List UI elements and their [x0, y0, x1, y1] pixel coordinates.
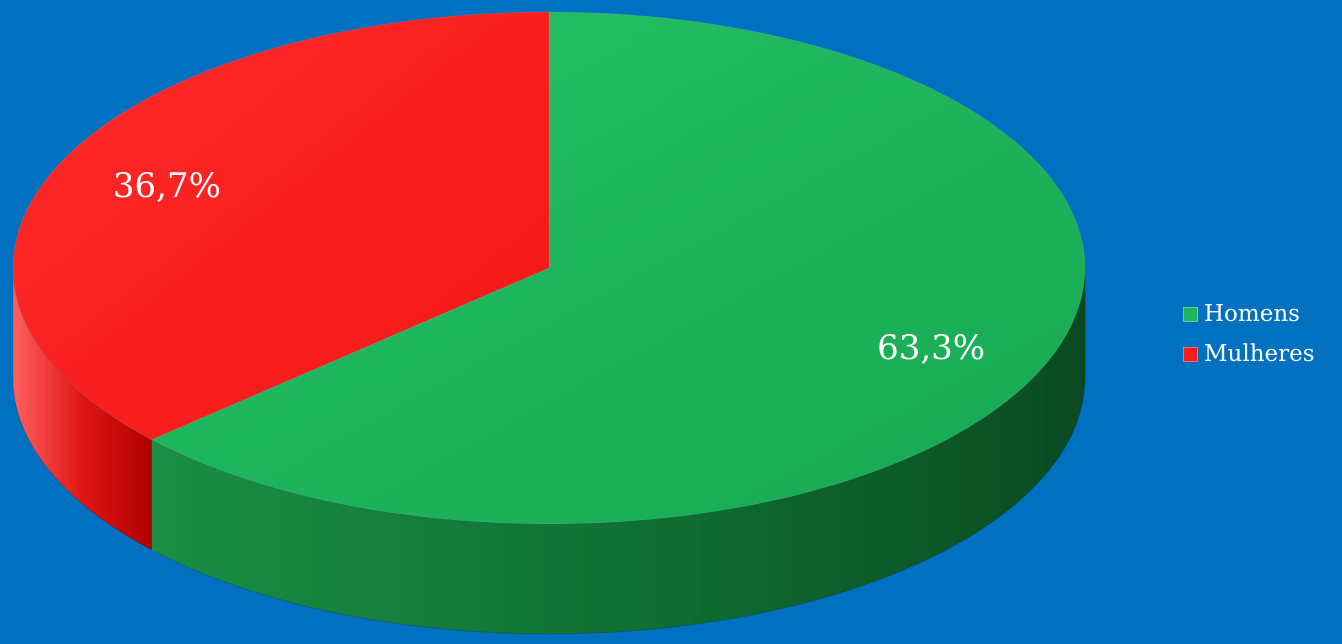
data-label-homens: 63,3%	[877, 328, 985, 368]
legend-label-homens: Homens	[1204, 301, 1300, 327]
pie-slice-homens	[150, 11, 1086, 525]
legend-swatch-homens	[1183, 306, 1198, 322]
data-label-mulheres: 36,7%	[113, 166, 221, 206]
pie-slice-mulheres	[12, 11, 550, 441]
legend: Homens Mulheres	[1183, 294, 1315, 374]
legend-label-mulheres: Mulheres	[1204, 341, 1315, 367]
legend-item-mulheres: Mulheres	[1183, 334, 1315, 374]
legend-swatch-mulheres	[1183, 346, 1198, 362]
legend-item-homens: Homens	[1183, 294, 1315, 334]
